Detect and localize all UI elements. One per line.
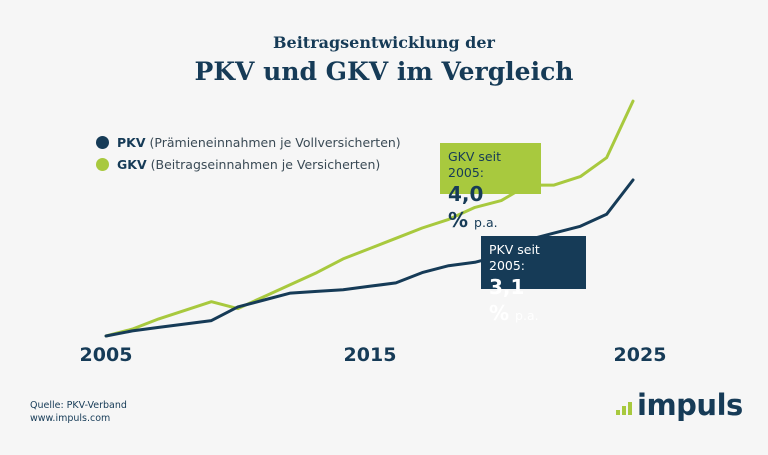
gkv-callout-label: GKV seit 2005: [448,149,501,180]
legend-desc-gkv: (Beitragseinnahmen je Versicherten) [150,156,381,172]
chart-title: PKV und GKV im Vergleich [194,57,574,86]
series-line-pkv [104,178,635,338]
source-note: Quelle: PKV-Verband www.impuls.com [30,399,127,425]
logo-bars-icon [616,394,634,420]
legend-dot-gkv [96,157,109,171]
pkv-growth-callout: PKV seit 2005: 3,1 % p.a. [481,236,586,325]
x-tick-label: 2025 [613,344,667,366]
legend-key-gkv: GKV [117,156,147,172]
gkv-growth-callout: GKV seit 2005: 4,0 % p.a. [440,143,541,232]
pkv-callout-label: PKV seit 2005: [489,242,540,273]
legend-key-pkv: PKV [117,134,146,150]
x-tick-label: 2005 [79,344,133,366]
website-line: www.impuls.com [30,413,111,424]
pkv-callout-value: 3,1 % [489,275,525,325]
source-line: Quelle: PKV-Verband [30,400,127,411]
pkv-callout-value-line: 3,1 % p.a. [489,274,578,329]
gkv-callout-value: 4,0 % [448,182,484,232]
legend-item-gkv: GKV (Beitragseinnahmen je Versicherten) [96,153,401,175]
legend-desc-pkv: (Prämieneinnahmen je Vollversicherten) [149,134,401,150]
legend-dot-pkv [96,135,109,149]
pkv-callout-unit: p.a. [515,308,539,323]
legend-item-pkv: PKV (Prämieneinnahmen je Vollversicherte… [96,131,401,153]
impuls-logo: impuls [616,390,743,420]
x-tick-label: 2015 [343,344,397,366]
gkv-callout-unit: p.a. [474,215,498,230]
series-line-gkv [104,99,635,338]
logo-wordmark: impuls [637,388,743,422]
gkv-callout-value-line: 4,0 % p.a. [448,181,533,236]
legend: PKV (Prämieneinnahmen je Vollversicherte… [96,131,401,175]
chart-subtitle: Beitragsentwicklung der [273,33,495,52]
